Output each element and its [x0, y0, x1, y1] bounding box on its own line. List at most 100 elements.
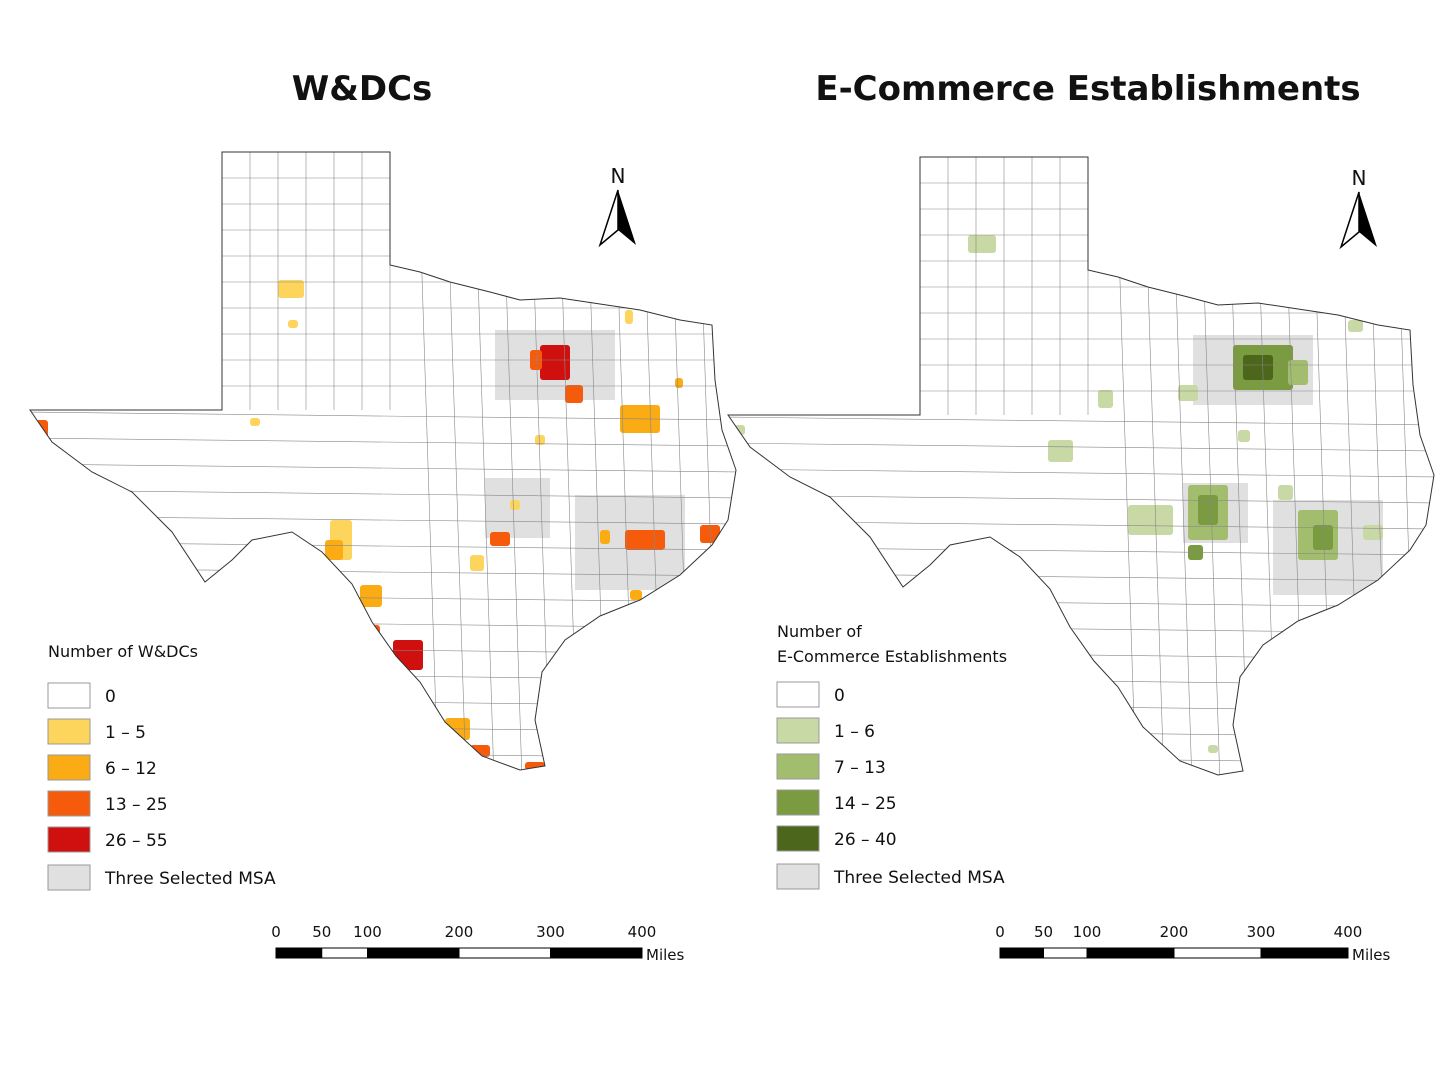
north-label: N [611, 164, 626, 188]
county-layer [728, 157, 1434, 775]
scale-segment [1260, 947, 1349, 959]
scale-label: 400 [628, 923, 657, 941]
legend-label: 1 – 6 [834, 722, 875, 742]
county-fill [733, 425, 745, 435]
north-arrow [598, 189, 619, 248]
legend-swatch [47, 826, 91, 853]
county-fill [630, 590, 642, 600]
county-border [728, 442, 1434, 452]
scale-segment [1043, 947, 1088, 959]
scale-segment [275, 947, 323, 959]
county-border [30, 411, 736, 421]
county-fill [36, 420, 48, 438]
scale-label: 200 [1160, 923, 1189, 941]
legend-title: Number of [777, 622, 862, 641]
scale-label: 300 [1247, 923, 1276, 941]
scale-label: 400 [1334, 923, 1363, 941]
state-border [727, 156, 1435, 776]
legend-swatch [47, 790, 91, 817]
county-border [30, 749, 736, 759]
county-fill [1128, 505, 1173, 535]
scale-label: 0 [271, 923, 281, 941]
county-border [728, 728, 1434, 738]
scale-segment [999, 947, 1044, 959]
county-fill [600, 530, 610, 544]
county-fill [625, 310, 633, 324]
legend-label: 6 – 12 [105, 759, 157, 779]
county-fill [1288, 360, 1308, 385]
scale-label: 50 [312, 923, 331, 941]
scale-label: 300 [536, 923, 565, 941]
county-fill [393, 640, 423, 670]
legend-label: 0 [834, 686, 845, 706]
county-fill [470, 555, 484, 571]
legend-label: Three Selected MSA [104, 869, 276, 889]
scale-segment [458, 947, 551, 959]
scale-label: 0 [995, 923, 1005, 941]
county-border [728, 416, 1434, 426]
county-fill [675, 378, 683, 388]
legend-title: Number of W&DCs [48, 642, 198, 661]
county-fill [1238, 430, 1250, 442]
county-fill [565, 385, 583, 403]
county-fill [1048, 440, 1073, 462]
county-fill [1178, 385, 1198, 401]
legend-swatch [47, 682, 91, 709]
state-border [29, 151, 737, 771]
county-fill [540, 345, 570, 380]
legend-swatch [776, 681, 820, 708]
north-arrow [1339, 191, 1360, 250]
map-panel: W&DCs N Number of W&DCs 0 1 – 5 6 – 12 13 – 25… [29, 69, 737, 964]
scale-label: 100 [1073, 923, 1102, 941]
legend-label: 14 – 25 [834, 794, 897, 814]
county-fill [1278, 485, 1293, 500]
legend-label: 26 – 40 [834, 830, 897, 850]
north-arrow [618, 190, 636, 245]
legend-swatch [776, 863, 820, 890]
county-fill [325, 540, 343, 560]
county-border [30, 437, 736, 447]
county-fill [510, 500, 520, 510]
county-fill [360, 585, 382, 607]
legend-swatch [47, 754, 91, 781]
scale-label: 200 [445, 923, 474, 941]
county-border [728, 468, 1434, 478]
legend-swatch [47, 718, 91, 745]
county-fill [1208, 745, 1218, 753]
county-fill [625, 530, 665, 550]
scale-unit: Miles [646, 946, 685, 964]
county-fill [1348, 320, 1363, 332]
north-label: N [1352, 166, 1367, 190]
legend-label: 0 [105, 687, 116, 707]
county-fill [1198, 495, 1218, 525]
scale-segment [321, 947, 368, 959]
county-fill [490, 532, 510, 546]
legend-label: 13 – 25 [105, 795, 168, 815]
county-fill [370, 625, 380, 640]
county-fill [1313, 525, 1333, 550]
county-border [30, 489, 736, 499]
scale-label: 50 [1034, 923, 1053, 941]
legend-swatch [776, 717, 820, 744]
state-outline [30, 152, 736, 770]
county-fill [1243, 355, 1273, 380]
legend-title: E-Commerce Establishments [777, 647, 1007, 666]
scale-label: 100 [353, 923, 382, 941]
county-border [30, 671, 736, 681]
legend-swatch [776, 825, 820, 852]
legend-swatch [776, 753, 820, 780]
scale-segment [1173, 947, 1262, 959]
county-fill [535, 435, 545, 445]
scale-segment [367, 947, 460, 959]
county-fill [1363, 525, 1383, 540]
county-fill [278, 280, 304, 298]
scale-segment [550, 947, 643, 959]
county-border [728, 676, 1434, 686]
county-border [30, 697, 736, 707]
county-fill [288, 320, 298, 328]
county-fill [1098, 390, 1113, 408]
map-title: E-Commerce Establishments [815, 69, 1360, 109]
legend-label: Three Selected MSA [833, 868, 1005, 888]
county-border [728, 754, 1434, 764]
